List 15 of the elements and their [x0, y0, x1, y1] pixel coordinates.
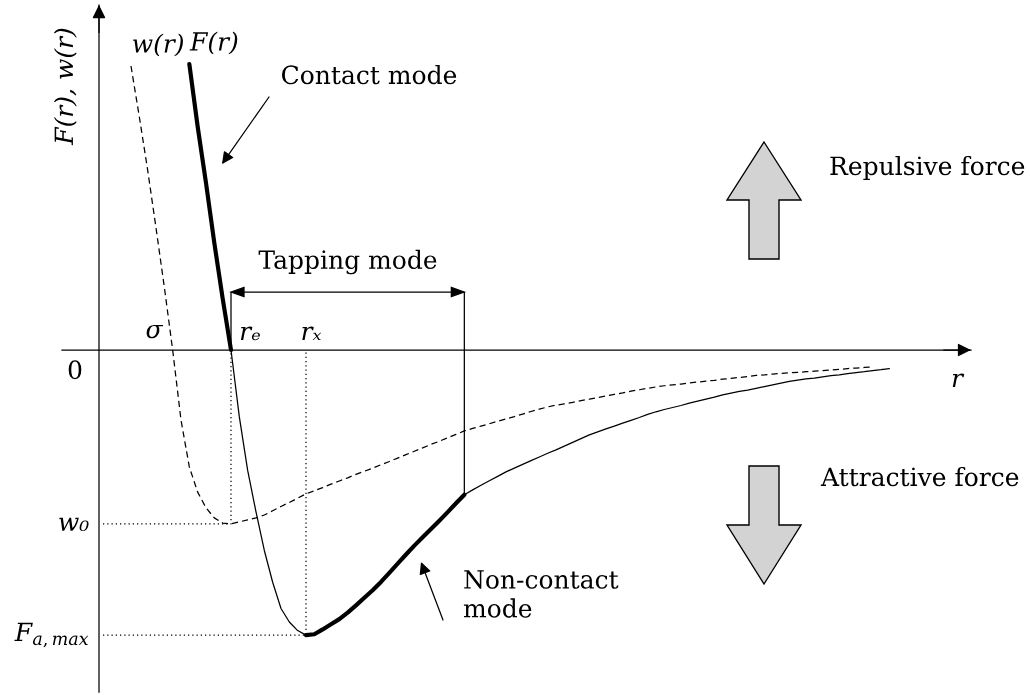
series-label: F(r) [189, 31, 238, 55]
annotation: Attractive force [820, 466, 1019, 487]
text: 0 [68, 360, 82, 380]
annotation: Non-contact mode [463, 570, 619, 618]
annotation: Repulsive force [830, 155, 1025, 181]
annotation: rₑ [240, 326, 260, 341]
annotation: Contact mode [282, 64, 457, 85]
ref-line-label: w₀ [59, 517, 89, 532]
annotation: σ [146, 324, 164, 339]
x-axis-title: r [952, 373, 965, 387]
y-axis-title: F(r), w(r) [53, 28, 77, 146]
series-label: w(r) [133, 33, 183, 57]
annotation: rₓ [302, 326, 322, 340]
ref-line-label: F$_{a,max}$ [14, 622, 89, 648]
annotation: Tapping mode [258, 249, 437, 275]
